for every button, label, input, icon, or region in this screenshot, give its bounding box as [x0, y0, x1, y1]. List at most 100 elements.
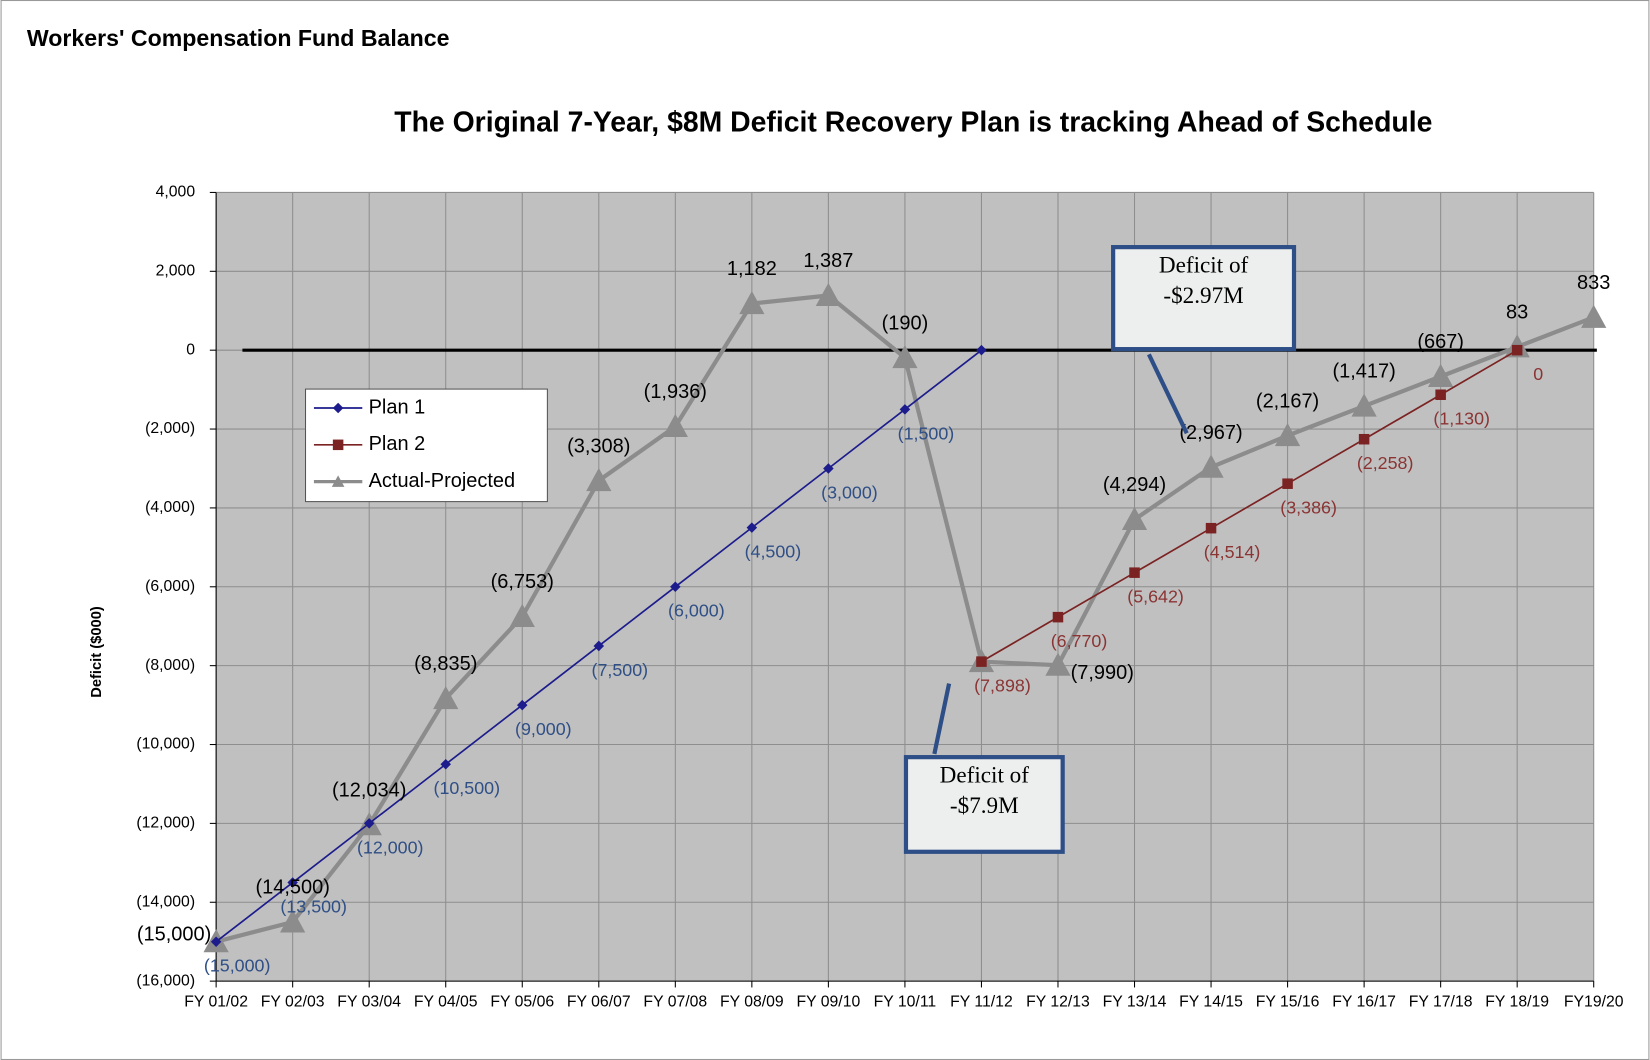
- y-tick-label: (6,000): [145, 578, 195, 595]
- annotation: Deficit of -$7.9M: [939, 761, 1029, 819]
- data-label: (3,000): [821, 482, 878, 502]
- callout-box: [903, 755, 1065, 854]
- chart-title: The Original 7-Year, $8M Deficit Recover…: [394, 107, 1432, 139]
- x-tick-label: FY 12/13: [1026, 992, 1090, 1011]
- y-tick-label: 4,000: [156, 184, 196, 201]
- data-label: (190): [882, 312, 929, 334]
- page-title: Workers' Compensation Fund Balance: [27, 25, 450, 51]
- x-tick-label: FY 14/15: [1179, 992, 1243, 1011]
- point: [1428, 363, 1454, 387]
- data-label: (6,000): [668, 601, 725, 621]
- x-tick-label: FY 04/05: [413, 992, 478, 1011]
- x-tick-label-box: FY 11/12: [950, 992, 1013, 1011]
- y-tick-label: 0: [186, 341, 195, 358]
- series-line: [981, 349, 1518, 663]
- x-tick-label: FY 02/03: [260, 992, 325, 1011]
- x-tick-label: FY 01/02: [184, 992, 248, 1011]
- x-tick-label: FY 17/18: [1408, 992, 1473, 1011]
- x-tick-label-box: FY 12/13: [1026, 992, 1090, 1011]
- data-label: 83: [1506, 302, 1528, 324]
- x-tick-label: FY 18/19: [1485, 992, 1550, 1011]
- x-tick-label: FY 16/17: [1332, 992, 1396, 1011]
- data-label: (15,000): [204, 956, 271, 976]
- data-label: (5,642): [1127, 587, 1184, 607]
- x-tick-label-box: FY 08/09: [719, 992, 784, 1011]
- point: [586, 468, 612, 492]
- y-axis-label: Deficit ($000): [89, 606, 105, 698]
- x-tick-label: FY 11/12: [950, 992, 1013, 1011]
- point: [1052, 611, 1064, 623]
- legend-label: Plan 1: [369, 396, 426, 418]
- x-tick-label-box: FY 14/15: [1179, 992, 1243, 1011]
- point: [280, 909, 306, 933]
- annotation: Deficit of -$2.97M: [1158, 251, 1249, 309]
- point: [976, 656, 987, 667]
- x-tick-label-box: FY19/20: [1563, 992, 1624, 1011]
- y-tick-label: (4,000): [145, 499, 195, 516]
- legend-marker: [331, 475, 345, 487]
- data-label: (6,753): [491, 571, 554, 593]
- data-label: 833: [1577, 272, 1610, 294]
- x-tick-label-box: FY 01/02: [184, 992, 248, 1011]
- data-label: (14,500): [255, 877, 329, 899]
- point: [1198, 454, 1224, 478]
- x-tick-label: FY19/20: [1563, 992, 1624, 1011]
- callout-pointer: [932, 683, 952, 755]
- x-tick-label: FY 10/11: [873, 992, 937, 1011]
- point: [815, 282, 842, 306]
- data-label: (7,990): [1071, 662, 1134, 684]
- x-tick-label-box: FY 10/11: [873, 992, 937, 1011]
- x-tick-label-box: FY 07/08: [643, 993, 707, 1011]
- point: [892, 345, 918, 369]
- point: [739, 290, 765, 315]
- data-label: (1,130): [1433, 409, 1490, 429]
- data-label: (7,898): [974, 676, 1031, 696]
- data-label: (13,500): [280, 897, 347, 917]
- legend-marker: [332, 402, 344, 414]
- y-tick-label: (14,000): [136, 893, 195, 910]
- point: [1282, 478, 1293, 489]
- data-label: 0: [1533, 364, 1543, 384]
- data-label: (15,000): [137, 924, 211, 946]
- data-label: (1,936): [644, 381, 707, 403]
- data-label: (4,500): [745, 542, 802, 562]
- y-tick-label: (8,000): [145, 657, 195, 674]
- data-label: (7,500): [592, 660, 649, 680]
- x-tick-label-box: FY 18/19: [1485, 992, 1550, 1011]
- x-tick-label: FY 09/10: [796, 992, 861, 1011]
- data-label: (1,500): [898, 423, 955, 443]
- point: [1358, 433, 1370, 445]
- point: [1435, 389, 1446, 400]
- data-label: 1,182: [727, 258, 777, 280]
- x-tick-label-box: FY 02/03: [260, 992, 325, 1011]
- point: [976, 344, 987, 356]
- point: [1121, 506, 1148, 531]
- legend-label: Plan 2: [369, 433, 426, 455]
- data-label: (9,000): [515, 719, 572, 739]
- data-label: (667): [1417, 331, 1464, 353]
- y-tick-label: (12,000): [136, 815, 195, 832]
- x-tick-label-box: FY 17/18: [1408, 992, 1473, 1011]
- data-label: (3,308): [567, 435, 630, 457]
- point: [670, 581, 681, 593]
- x-tick-label-box: FY 16/17: [1332, 992, 1396, 1011]
- legend-label: Actual-Projected: [369, 470, 516, 492]
- point: [593, 640, 605, 652]
- annotation-box: Deficit of -$2.97M: [1158, 251, 1249, 309]
- point: [517, 699, 528, 711]
- data-label: 1,387: [803, 250, 853, 272]
- x-tick-label: FY 15/16: [1255, 992, 1320, 1011]
- point: [1511, 344, 1523, 356]
- callout-pointer: [1146, 353, 1189, 435]
- x-tick-label: FY 03/04: [337, 992, 402, 1011]
- x-tick-label: FY 08/09: [719, 992, 784, 1011]
- point: [1045, 652, 1071, 676]
- data-label: (12,000): [357, 837, 424, 857]
- data-label: (8,835): [414, 653, 477, 675]
- x-tick-label-box: FY 15/16: [1255, 992, 1320, 1011]
- x-tick-label-box: FY 03/04: [337, 992, 402, 1011]
- point: [746, 522, 758, 533]
- point: [899, 404, 911, 415]
